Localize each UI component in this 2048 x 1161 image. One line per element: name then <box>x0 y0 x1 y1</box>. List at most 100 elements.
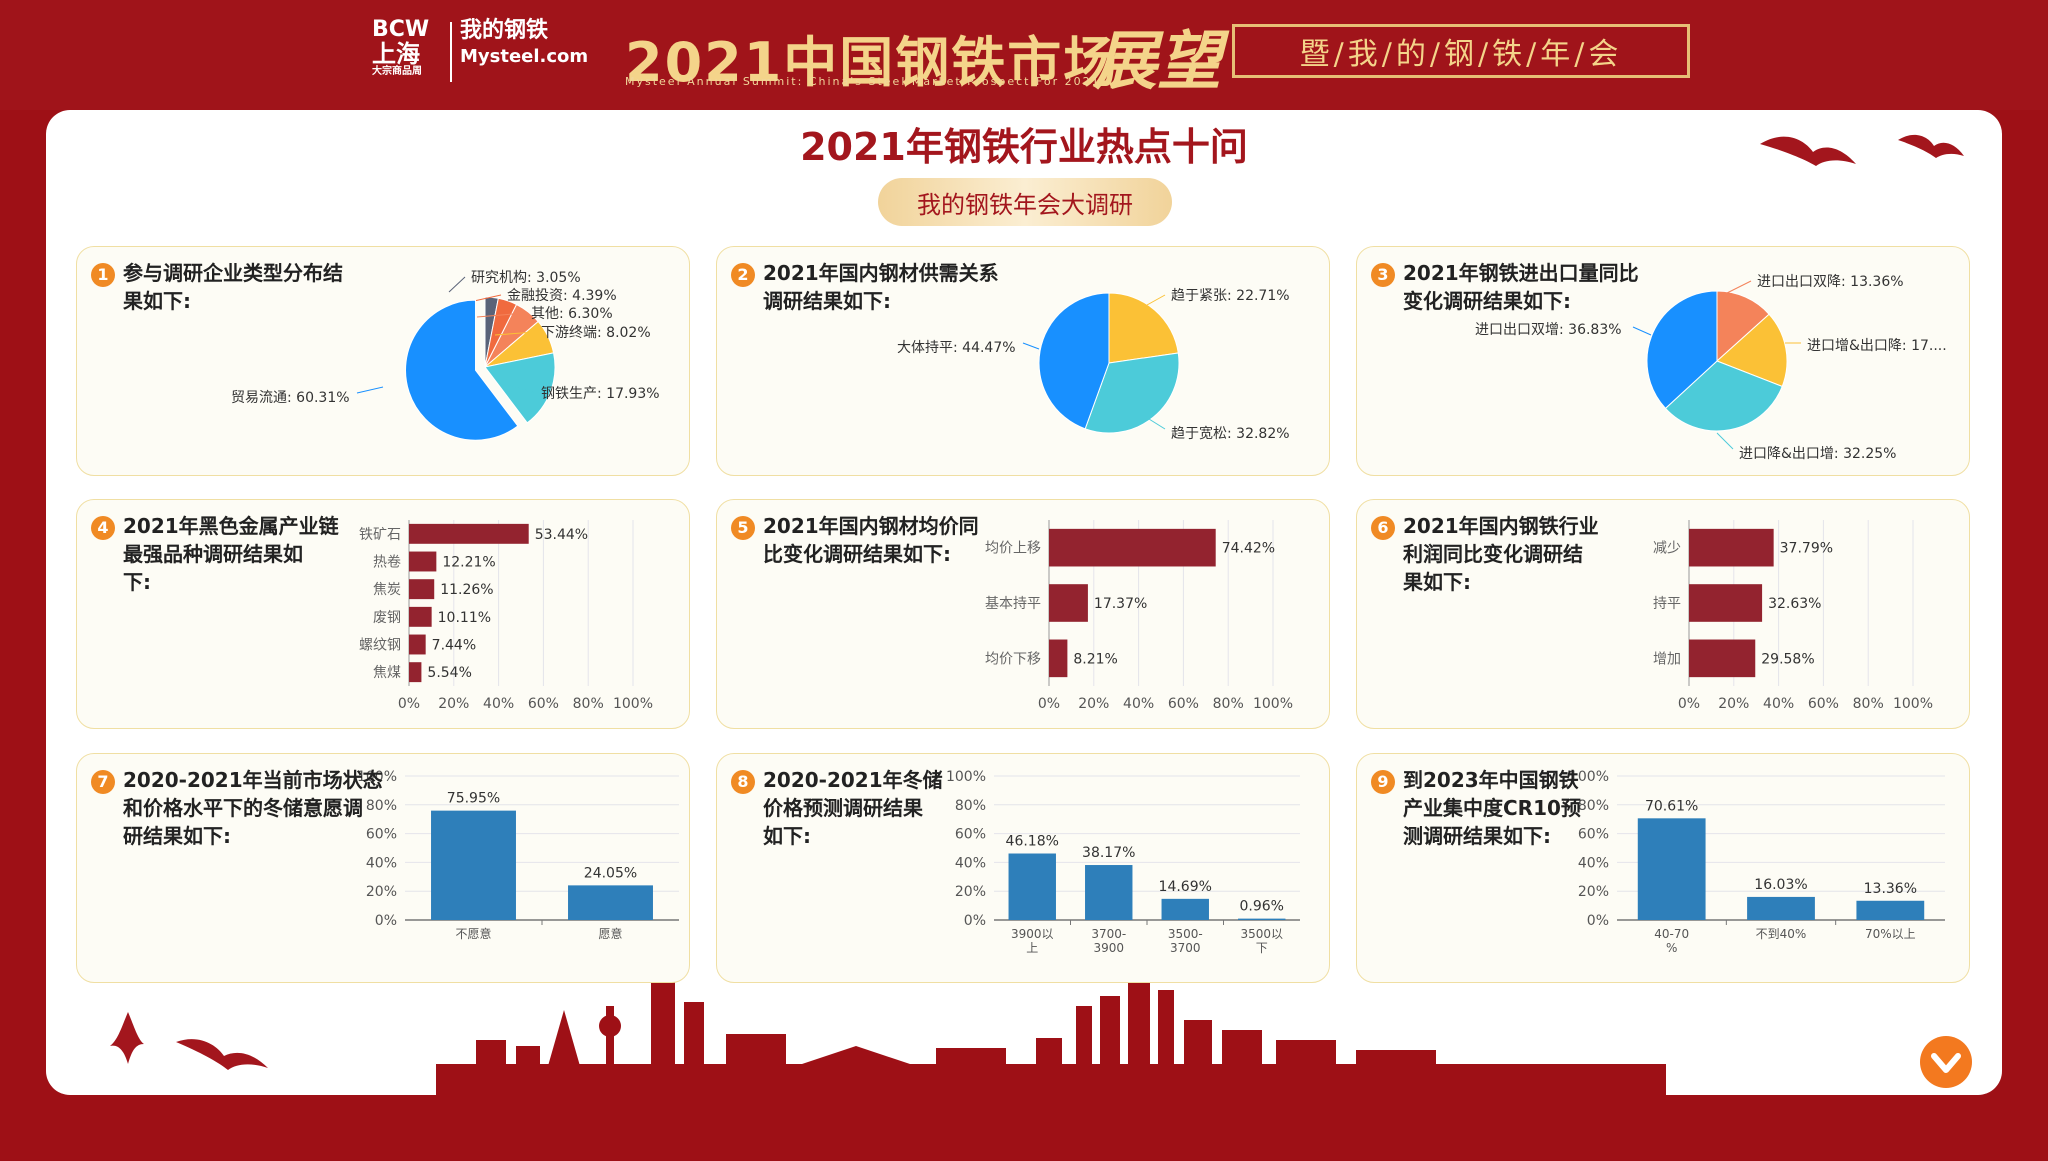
pie-leader-line <box>356 386 384 394</box>
mysteel-logo-domain: Mysteel.com <box>460 46 589 67</box>
question-number-badge: 8 <box>731 770 755 794</box>
chart-svg: 进口出口双降: 13.36% 进口增&出口降: 17.... 进口降&出口增: 32… <box>1475 274 1947 462</box>
pie-slice <box>1664 360 1783 432</box>
question-number-badge: 4 <box>91 516 115 540</box>
y-tick-label: 20% <box>955 884 986 900</box>
pie-slice <box>1646 290 1718 410</box>
question-title-line: 变化调研结果如下: <box>1403 289 1571 313</box>
scroll-down-button[interactable] <box>1920 1036 1972 1088</box>
chart-svg: 趋于紧张: 22.71% 趋于宽松: 32.82% 大体持平: 44.47% <box>897 288 1290 442</box>
pie-slice <box>1038 292 1110 430</box>
pie-slice-label: 其他: 6.30% <box>531 306 613 322</box>
question-title-line: 2020-2021年当前市场状态 <box>123 768 383 792</box>
logo: BCW 上海 大宗商品周 我的钢铁 Mysteel.com <box>372 18 588 88</box>
pie-slice-label: 进口增&出口降: 17.... <box>1807 338 1947 354</box>
bcw-logo-city: 上海 <box>372 40 420 68</box>
x-tick-label: 80% <box>1213 696 1244 712</box>
bar-value-label: 14.69% <box>1159 879 1212 895</box>
question-title: 2021年国内钢材均价同 比变化调研结果如下: <box>763 512 979 568</box>
pie-leader-line <box>494 331 536 336</box>
logo-divider <box>450 22 452 82</box>
question-title: 2020-2021年当前市场状态 和价格水平下的冬储意愿调 研结果如下: <box>123 766 383 850</box>
pie-leader-line <box>1148 418 1166 430</box>
bar <box>1689 528 1774 567</box>
chart-svg: 研究机构: 3.05% 金融投资: 4.39% 其他: 6.30% 下游终端: 8.0… <box>231 270 660 441</box>
pie-leader-line <box>1726 280 1752 294</box>
question-title-line: 2021年黑色金属产业链 <box>123 514 339 538</box>
bar-value-label: 0.96% <box>1240 899 1284 915</box>
x-tick-label: 60% <box>1168 696 1199 712</box>
pie-slice <box>1108 292 1179 364</box>
question-title-line: 如下: <box>763 824 811 848</box>
bar <box>409 662 422 683</box>
question-panel-8: 8 0% 20% 40% 60% 80% 100% 46.18% 3900以上 38.17% 370… <box>716 753 1330 983</box>
chart-svg: 0% 20% 40% 60% 80% 100% 70.61% 40-70% 16.03% 不到40… <box>1569 769 1945 955</box>
pie-slice-label: 趋于宽松: 32.82% <box>1171 425 1290 442</box>
chart-svg: 0% 20% 40% 60% 80% 100% 均价上移 74.42% 基本持平 17.37% 均价… <box>985 520 1293 712</box>
y-tick-label: 40% <box>366 855 397 871</box>
y-tick-label: 100% <box>1569 769 1609 785</box>
question-title-line: 研结果如下: <box>123 824 231 848</box>
question-title: 2021年黑色金属产业链 最强品种调研结果如 下: <box>123 512 339 596</box>
category-label: 基本持平 <box>985 595 1041 612</box>
bar <box>1747 896 1815 920</box>
bar-value-label: 53.44% <box>535 527 588 543</box>
headline-calligraphy: 展望 <box>1093 24 1221 99</box>
question-title-line: 果如下: <box>1403 570 1471 594</box>
pie-slice-label: 进口出口双增: 36.83% <box>1475 322 1622 338</box>
y-tick-label: 100% <box>946 769 986 785</box>
page-title: 2021年钢铁行业热点十问 <box>800 125 1248 169</box>
question-title-line: 调研结果如下: <box>763 289 891 313</box>
question-title: 2020-2021年冬储 价格预测调研结果 如下: <box>763 766 943 850</box>
pie-slice-label: 趋于紧张: 22.71% <box>1171 288 1290 304</box>
annual-meeting-banner: 暨/我/的/钢/铁/年/会 <box>1232 24 1690 78</box>
bar-value-label: 29.58% <box>1761 651 1814 667</box>
bcw-logo-sub: 大宗商品周 <box>372 66 422 77</box>
category-label: 减少 <box>1653 541 1681 557</box>
x-tick-label: 100% <box>613 696 653 712</box>
question-title-line: 2021年国内钢材供需关系 <box>763 261 999 285</box>
y-tick-label: 20% <box>1578 884 1609 900</box>
question-title-line: 下: <box>123 570 151 594</box>
y-tick-label: 80% <box>1578 798 1609 814</box>
question-title-line: 产业集中度CR10预 <box>1403 796 1581 820</box>
x-tick-label: 80% <box>1853 696 1884 712</box>
y-tick-label: 60% <box>955 827 986 843</box>
question-title-line: 2021年国内钢材均价同 <box>763 514 979 538</box>
pie-leader-line <box>476 312 526 318</box>
bar <box>1049 639 1068 678</box>
y-tick-label: 100% <box>357 769 397 785</box>
bar-value-label: 46.18% <box>1006 834 1059 850</box>
bar-value-label: 5.54% <box>427 665 471 681</box>
bcw-logo: BCW 上海 大宗商品周 <box>372 18 452 78</box>
bar-value-label: 11.26% <box>440 582 493 598</box>
y-tick-label: 60% <box>1578 827 1609 843</box>
category-label: 3500- <box>1168 927 1203 941</box>
x-tick-label: 0% <box>1038 696 1060 712</box>
bar-value-label: 17.37% <box>1094 596 1147 612</box>
pie-leader-line <box>1632 326 1652 336</box>
bar <box>1049 584 1088 622</box>
question-title-line: 2021年钢铁进出口量同比 <box>1403 261 1639 285</box>
category-label: 铁矿石 <box>359 527 401 543</box>
category-label: 均价下移 <box>985 651 1041 667</box>
category-label: 40-70 <box>1654 927 1689 941</box>
pie-slice-label: 大体持平: 44.47% <box>897 340 1016 356</box>
question-number-badge: 9 <box>1371 770 1395 794</box>
category-label: 焦炭 <box>373 582 401 598</box>
pie-leader-line <box>1716 432 1734 450</box>
bird-icon <box>1760 136 1856 166</box>
question-number-badge: 3 <box>1371 263 1395 287</box>
category-label: 热卷 <box>373 555 401 571</box>
y-tick-label: 0% <box>1587 913 1609 929</box>
question-panel-6: 6 0% 20% 40% 60% 80% 100% 减少 37.79% 持平 32.63% 增加 29.… <box>1356 499 1970 729</box>
survey-pill: 我的钢铁年会大调研 <box>878 178 1172 226</box>
mysteel-logo: 我的钢铁 Mysteel.com <box>460 18 588 70</box>
question-title: 参与调研企业类型分布结 果如下: <box>123 259 343 315</box>
y-tick-label: 0% <box>375 913 397 929</box>
question-title: 2021年国内钢铁行业 利润同比变化调研结 果如下: <box>1403 512 1599 596</box>
question-title: 到2023年中国钢铁 产业集中度CR10预 测调研结果如下: <box>1403 766 1581 850</box>
pie-slice-label: 金融投资: 4.39% <box>507 288 617 304</box>
bar <box>1085 865 1133 920</box>
question-panel-9: 9 0% 20% 40% 60% 80% 100% 70.61% 40-70% 16.03% 不到4… <box>1356 753 1970 983</box>
